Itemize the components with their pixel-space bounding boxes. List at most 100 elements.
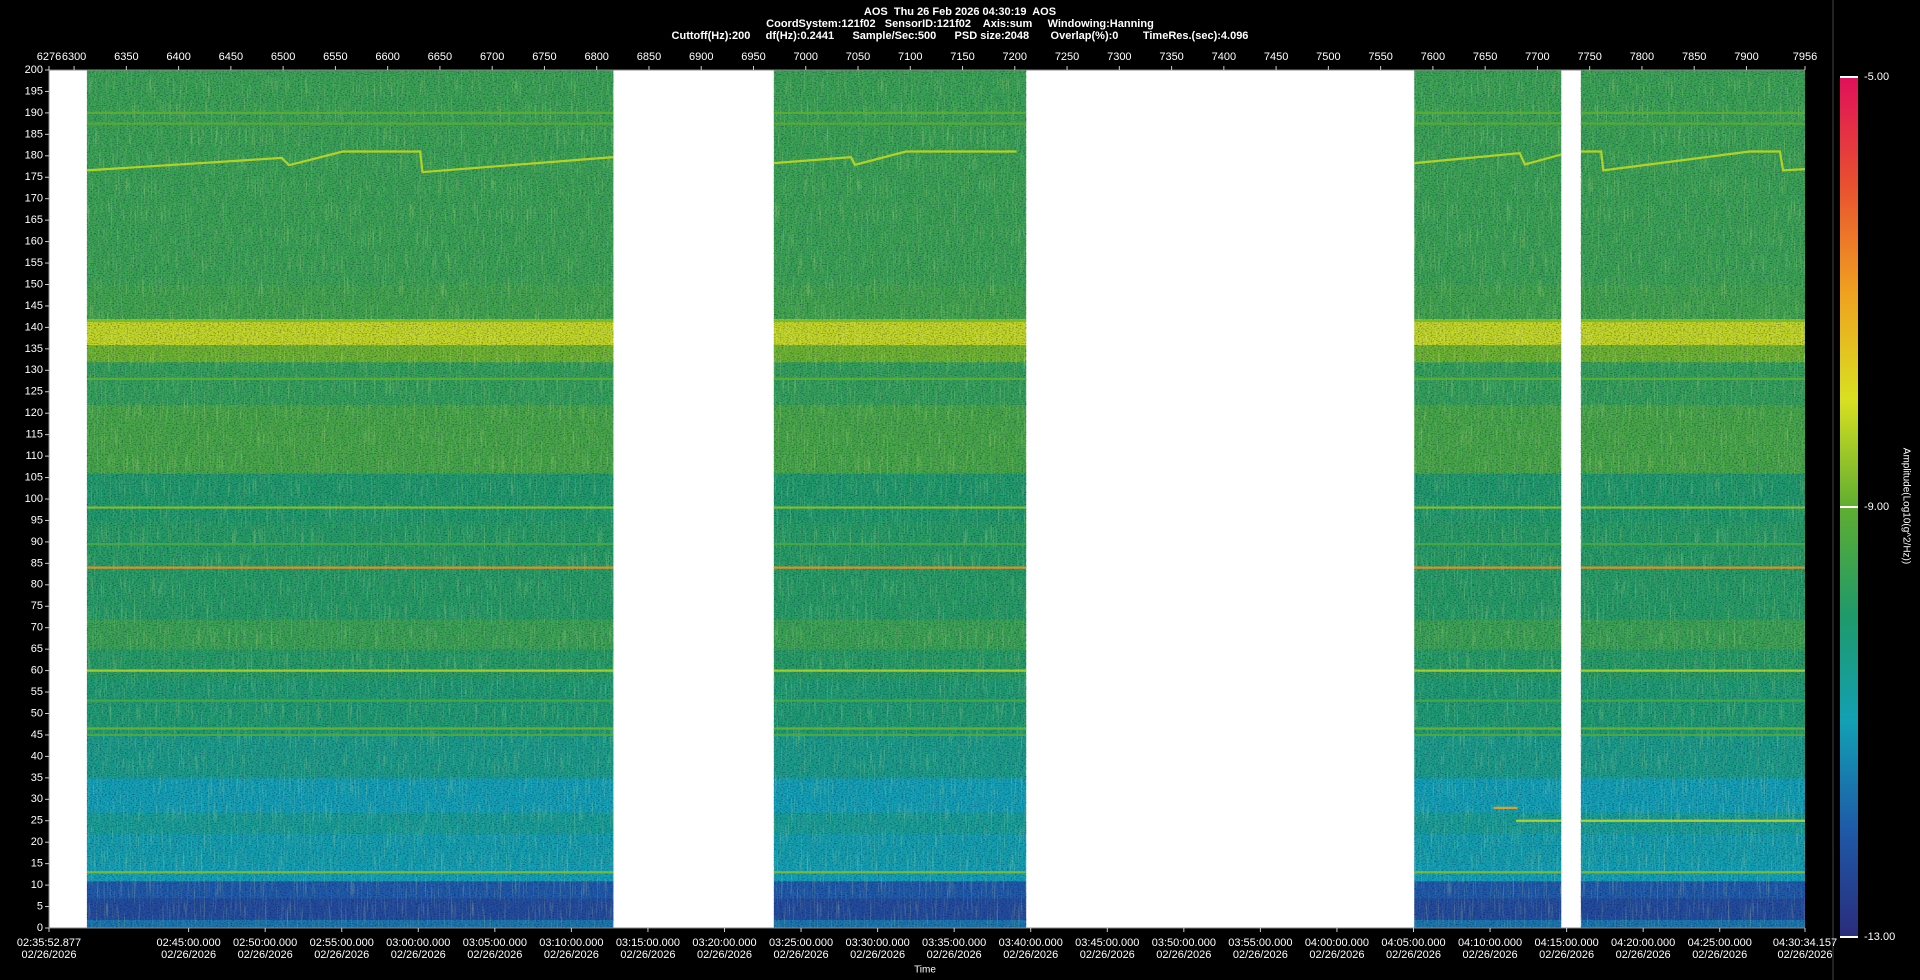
chart-subtitle: Cuttoff(Hz):200 df(Hz):0.2441 Sample/Sec… [672, 30, 1249, 42]
x-tick-label: 7450 [1264, 51, 1288, 63]
time-tick-label: 02:50:00.000 [233, 937, 297, 949]
time-tick-date: 02/26/2026 [620, 949, 675, 961]
x-tick-label: 6400 [166, 51, 190, 63]
y-tick-label: 130 [25, 364, 43, 376]
time-tick-date: 02/26/2026 [1463, 949, 1518, 961]
x-tick-label: 6500 [271, 51, 295, 63]
x-tick-label: 6550 [323, 51, 347, 63]
time-tick-date: 02/26/2026 [697, 949, 752, 961]
y-tick-label: 120 [25, 407, 43, 419]
x-tick-label: 6900 [689, 51, 713, 63]
time-tick-label: 02:45:00.000 [156, 937, 220, 949]
time-tick-label: 03:00:00.000 [386, 937, 450, 949]
time-tick-label: 03:25:00.000 [769, 937, 833, 949]
time-tick-label: 03:20:00.000 [692, 937, 756, 949]
y-tick-label: 60 [31, 665, 43, 677]
colorbar-tick-label: -5.00 [1864, 71, 1889, 83]
y-tick-label: 160 [25, 236, 43, 248]
y-tick-label: 100 [25, 493, 43, 505]
y-tick-label: 5 [37, 900, 43, 912]
time-tick-label: 03:50:00.000 [1152, 937, 1216, 949]
noise-texture [1580, 70, 1805, 928]
x-tick-label: 7400 [1212, 51, 1236, 63]
x-tick-label: 6800 [584, 51, 608, 63]
time-tick-label: 03:10:00.000 [539, 937, 603, 949]
colorbar-label: Amplitude(Log10(g^2/Hz)) [1900, 448, 1911, 564]
y-tick-label: 180 [25, 150, 43, 162]
x-tick-label: 7700 [1525, 51, 1549, 63]
x-tick-label: 7050 [846, 51, 870, 63]
y-tick-label: 190 [25, 107, 43, 119]
time-tick-date: 02/26/2026 [1692, 949, 1747, 961]
y-tick-label: 125 [25, 386, 43, 398]
x-tick-label: 6300 [62, 51, 86, 63]
y-tick-label: 115 [25, 429, 43, 441]
noise-texture [86, 70, 614, 928]
spectrogram [86, 70, 1806, 929]
colorbar-tick-label: -9.00 [1864, 501, 1889, 513]
y-tick-label: 30 [31, 793, 43, 805]
drift-tone [86, 150, 1806, 174]
x-tick-label: 7650 [1473, 51, 1497, 63]
time-tick-date: 02/26/2026 [544, 949, 599, 961]
x-tick-label: 7800 [1630, 51, 1654, 63]
time-tick-label: 04:25:00.000 [1688, 937, 1752, 949]
y-tick-label: 165 [25, 214, 43, 226]
colorbar-tick-label: -13.00 [1864, 931, 1895, 943]
time-tick-label: 04:05:00.000 [1381, 937, 1445, 949]
x-tick-label: 7550 [1368, 51, 1392, 63]
time-tick-label: 04:30:34.157 [1773, 937, 1837, 949]
y-tick-label: 0 [37, 922, 43, 934]
time-tick-date: 02/26/2026 [927, 949, 982, 961]
y-tick-label: 25 [31, 815, 43, 827]
x-tick-label: 6600 [375, 51, 399, 63]
x-tick-label: 6276 [37, 51, 61, 63]
y-tick-label: 105 [25, 471, 43, 483]
time-tick-date: 02/26/2026 [1080, 949, 1135, 961]
time-tick-label: 03:15:00.000 [616, 937, 680, 949]
time-tick-label: 04:00:00.000 [1305, 937, 1369, 949]
y-tick-label: 35 [31, 772, 43, 784]
time-tick-date: 02/26/2026 [161, 949, 216, 961]
time-tick-label: 04:20:00.000 [1611, 937, 1675, 949]
time-tick-date: 02/26/2026 [314, 949, 369, 961]
time-tick-date: 02/26/2026 [774, 949, 829, 961]
x-tick-label: 6950 [741, 51, 765, 63]
y-tick-label: 185 [25, 128, 43, 140]
x-tick-label: 6650 [428, 51, 452, 63]
y-tick-label: 70 [31, 622, 43, 634]
time-tick-date: 02/26/2026 [1003, 949, 1058, 961]
y-tick-label: 175 [25, 171, 43, 183]
y-tick-label: 170 [25, 193, 43, 205]
y-tick-label: 85 [31, 557, 43, 569]
time-tick-date: 02/26/2026 [850, 949, 905, 961]
x-tick-label: 7850 [1682, 51, 1706, 63]
time-tick-label: 02:55:00.000 [310, 937, 374, 949]
time-tick-label: 03:40:00.000 [999, 937, 1063, 949]
time-tick-date: 02/26/2026 [1386, 949, 1441, 961]
chart-title: AOS Thu 26 Feb 2026 04:30:19 AOS [864, 6, 1056, 18]
time-tick-date: 02/26/2026 [391, 949, 446, 961]
y-tick-label: 140 [25, 321, 43, 333]
time-tick-date: 02/26/2026 [1539, 949, 1594, 961]
x-tick-label: 7250 [1055, 51, 1079, 63]
x-tick-label: 6450 [219, 51, 243, 63]
x-tick-label: 7750 [1577, 51, 1601, 63]
x-tick-label: 7000 [794, 51, 818, 63]
time-tick-label: 03:30:00.000 [845, 937, 909, 949]
y-tick-label: 45 [31, 729, 43, 741]
time-tick-label: 03:05:00.000 [463, 937, 527, 949]
y-tick-label: 65 [31, 643, 43, 655]
time-tick-date: 02/26/2026 [1616, 949, 1671, 961]
time-tick-date: 02/26/2026 [1233, 949, 1288, 961]
noise-texture [1414, 70, 1562, 928]
y-tick-label: 55 [31, 686, 43, 698]
x-tick-label: 7100 [898, 51, 922, 63]
time-tick-date: 02/26/2026 [467, 949, 522, 961]
y-tick-label: 80 [31, 579, 43, 591]
y-tick-label: 75 [31, 600, 43, 612]
time-tick-label: 03:35:00.000 [922, 937, 986, 949]
y-tick-label: 95 [31, 514, 43, 526]
x-tick-label: 7200 [1003, 51, 1027, 63]
y-tick-label: 200 [25, 64, 43, 76]
